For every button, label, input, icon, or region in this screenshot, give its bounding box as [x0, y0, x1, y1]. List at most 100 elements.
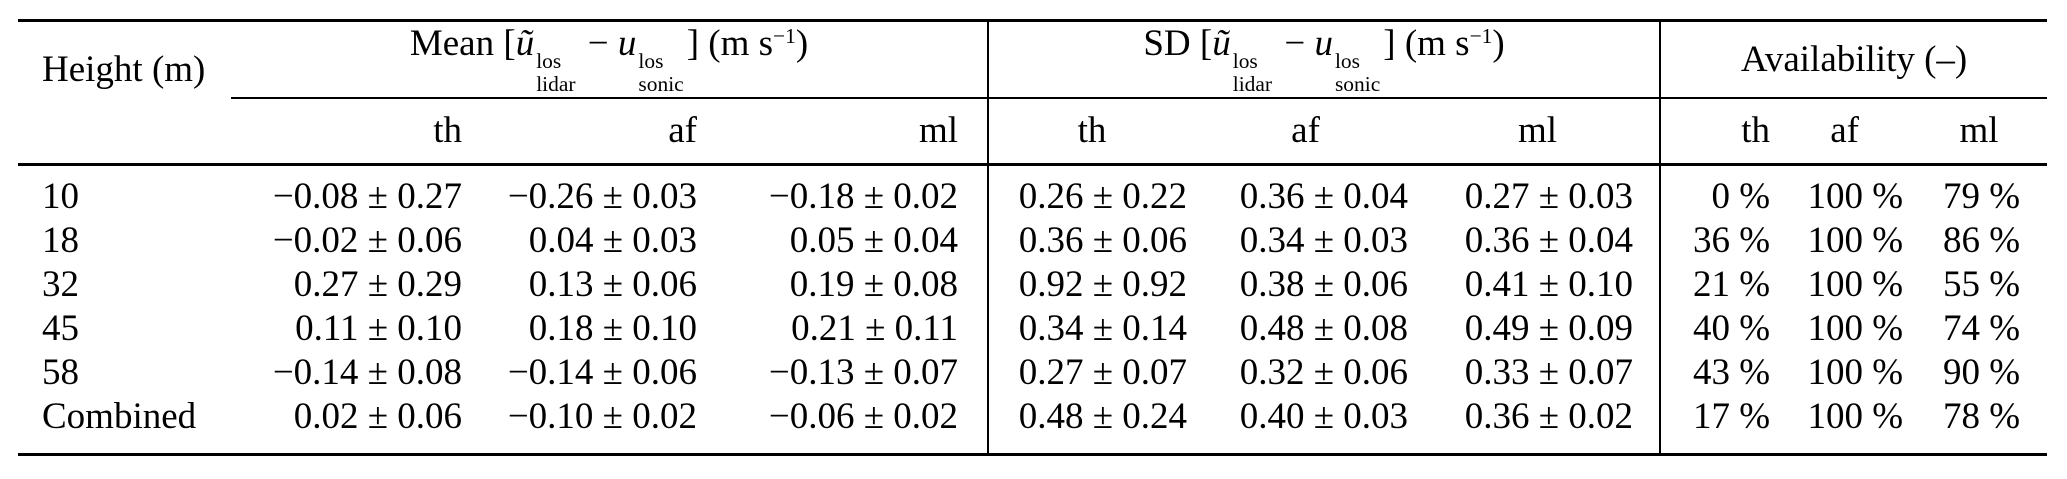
- cell-mean-ml: 0.19 ± 0.08: [705, 262, 990, 307]
- row-height-label: Combined: [18, 394, 231, 456]
- cell-mean-af: 0.13 ± 0.06: [528, 264, 697, 306]
- sd-group-header: SD [ũ los lidar − u los sonic] (m s−1): [988, 20, 1662, 99]
- cell-sd-ml: 0.36 ± 0.04: [1416, 218, 1662, 263]
- cell-sd-ml: 0.41 ± 0.10: [1416, 262, 1662, 307]
- availability-label: Availability (–): [1740, 38, 1968, 80]
- cell-mean-th: 0.02 ± 0.06: [231, 394, 470, 456]
- row-height-label: 10: [42, 176, 79, 218]
- subheader-row: th af ml th af ml th af ml: [18, 97, 2048, 166]
- height-column-header: Height (m): [18, 20, 231, 166]
- cell-avail-ml: 90 %: [1942, 352, 2021, 394]
- sub-lidar: lidar: [1232, 72, 1273, 97]
- lidar-supsub: los lidar: [1233, 50, 1272, 96]
- minus-operator: −: [578, 23, 618, 64]
- cell-avail-af: 100 %: [1807, 264, 1904, 306]
- u-lidar-symbol: ũ: [1212, 23, 1231, 64]
- cell-sd-ml: 0.36 ± 0.02: [1416, 394, 1662, 456]
- cell-mean-af: 0.18 ± 0.10: [528, 308, 697, 350]
- cell-avail-th: 40 %: [1692, 308, 1771, 350]
- cell-sd-af: 0.32 ± 0.06: [1239, 352, 1409, 394]
- cell-sd-af: 0.48 ± 0.08: [1239, 308, 1409, 350]
- cell-mean-af: −0.14 ± 0.06: [507, 352, 697, 394]
- cell-avail-ml: 79 %: [1942, 176, 2021, 218]
- sub-sonic: sonic: [638, 72, 684, 97]
- u-sonic-symbol: u: [1314, 23, 1333, 64]
- sup-los: los: [1232, 49, 1258, 74]
- table-row-18: 18 −0.02 ± 0.06 0.04 ± 0.03 0.05 ± 0.04 …: [18, 218, 2047, 263]
- cell-avail-ml: 78 %: [1911, 394, 2048, 456]
- mean-label-prefix: Mean [: [409, 23, 516, 64]
- row-height-label: 45: [42, 308, 79, 350]
- subcol-mean-ml: ml: [705, 97, 990, 166]
- cell-mean-ml: −0.13 ± 0.07: [705, 350, 990, 395]
- unit-exponent: −1: [773, 24, 796, 49]
- cell-mean-th: 0.11 ± 0.10: [295, 308, 462, 350]
- subcol-avail-af: af: [1778, 97, 1912, 166]
- cell-mean-th: −0.02 ± 0.06: [272, 220, 462, 262]
- sub-sonic: sonic: [1334, 72, 1381, 97]
- cell-avail-ml: 74 %: [1942, 308, 2021, 350]
- cell-sd-af: 0.34 ± 0.03: [1239, 220, 1409, 262]
- table-row-combined: Combined 0.02 ± 0.06 −0.10 ± 0.02 −0.06 …: [18, 394, 2048, 456]
- cell-mean-th: 0.27 ± 0.29: [293, 264, 462, 306]
- cell-sd-ml: 0.49 ± 0.09: [1416, 306, 1662, 351]
- table-row-58: 58 −0.14 ± 0.08 −0.14 ± 0.06 −0.13 ± 0.0…: [18, 350, 2047, 395]
- sup-los: los: [638, 49, 664, 74]
- row-height-label: 18: [42, 220, 79, 262]
- cell-avail-th: 0 %: [1711, 176, 1771, 218]
- cell-avail-af: 100 %: [1807, 176, 1904, 218]
- cell-sd-th: 0.36 ± 0.06: [1018, 220, 1188, 262]
- subcol-avail-ml: ml: [1911, 97, 2048, 166]
- cell-sd-th: 0.48 ± 0.24: [988, 394, 1196, 456]
- cell-avail-ml: 55 %: [1942, 264, 2021, 306]
- table-row-45: 45 0.11 ± 0.10 0.18 ± 0.10 0.21 ± 0.11 0…: [18, 306, 2047, 351]
- cell-mean-af: −0.10 ± 0.02: [470, 394, 705, 456]
- unit-suffix: ): [1492, 23, 1505, 64]
- cell-mean-th: −0.08 ± 0.27: [272, 176, 462, 218]
- minus-operator: −: [1275, 23, 1315, 64]
- cell-sd-th: 0.92 ± 0.92: [1018, 264, 1188, 306]
- cell-avail-ml: 86 %: [1942, 220, 2021, 262]
- close-bracket: ]: [1383, 23, 1405, 64]
- cell-mean-th: −0.14 ± 0.08: [272, 352, 462, 394]
- cell-mean-af: −0.26 ± 0.03: [507, 176, 697, 218]
- sup-los: los: [536, 49, 562, 74]
- subcol-avail-th: th: [1660, 97, 1779, 166]
- cell-mean-ml: −0.06 ± 0.02: [705, 394, 990, 456]
- subcol-sd-ml: ml: [1416, 97, 1662, 166]
- cell-sd-af: 0.36 ± 0.04: [1239, 176, 1409, 218]
- mean-group-header: Mean [ũ los lidar − u los sonic] (m s−1): [231, 20, 990, 99]
- table-row-32: 32 0.27 ± 0.29 0.13 ± 0.06 0.19 ± 0.08 0…: [18, 262, 2047, 307]
- cell-avail-af: 100 %: [1778, 394, 1912, 456]
- cell-mean-ml: 0.21 ± 0.11: [705, 306, 990, 351]
- row-height-label: 58: [42, 352, 79, 394]
- cell-sd-th: 0.34 ± 0.14: [1018, 308, 1188, 350]
- table-row-10: 10 −0.08 ± 0.27 −0.26 ± 0.03 −0.18 ± 0.0…: [18, 164, 2047, 219]
- subcol-mean-af: af: [470, 97, 705, 166]
- u-lidar-symbol: ũ: [515, 23, 535, 64]
- subcol-sd-af: af: [1195, 97, 1417, 166]
- cell-avail-th: 21 %: [1692, 264, 1771, 306]
- cell-mean-af: 0.04 ± 0.03: [528, 220, 697, 262]
- subcol-sd-th: th: [988, 97, 1196, 166]
- sup-los: los: [1334, 49, 1360, 74]
- u-sonic-symbol: u: [617, 23, 637, 64]
- cell-avail-th: 43 %: [1692, 352, 1771, 394]
- sub-lidar: lidar: [536, 72, 576, 97]
- sd-label-prefix: SD [: [1143, 23, 1213, 64]
- cell-mean-ml: 0.05 ± 0.04: [705, 218, 990, 263]
- group-header-row: Height (m) Mean [ũ los lidar − u los sonic] …: [18, 20, 2048, 166]
- cell-avail-th: 17 %: [1660, 394, 1779, 456]
- cell-mean-ml: −0.18 ± 0.02: [705, 164, 990, 219]
- cell-avail-af: 100 %: [1807, 352, 1904, 394]
- cell-avail-th: 36 %: [1692, 220, 1771, 262]
- sonic-supsub: los sonic: [638, 50, 683, 96]
- results-table: Height (m) Mean [ũ los lidar − u los sonic] …: [18, 19, 2048, 456]
- cell-sd-af: 0.40 ± 0.03: [1195, 394, 1417, 456]
- subcol-mean-th: th: [231, 97, 470, 166]
- unit-prefix: (m s: [708, 23, 774, 64]
- unit-prefix: (m s: [1404, 23, 1470, 64]
- cell-avail-af: 100 %: [1807, 220, 1904, 262]
- cell-avail-af: 100 %: [1807, 308, 1904, 350]
